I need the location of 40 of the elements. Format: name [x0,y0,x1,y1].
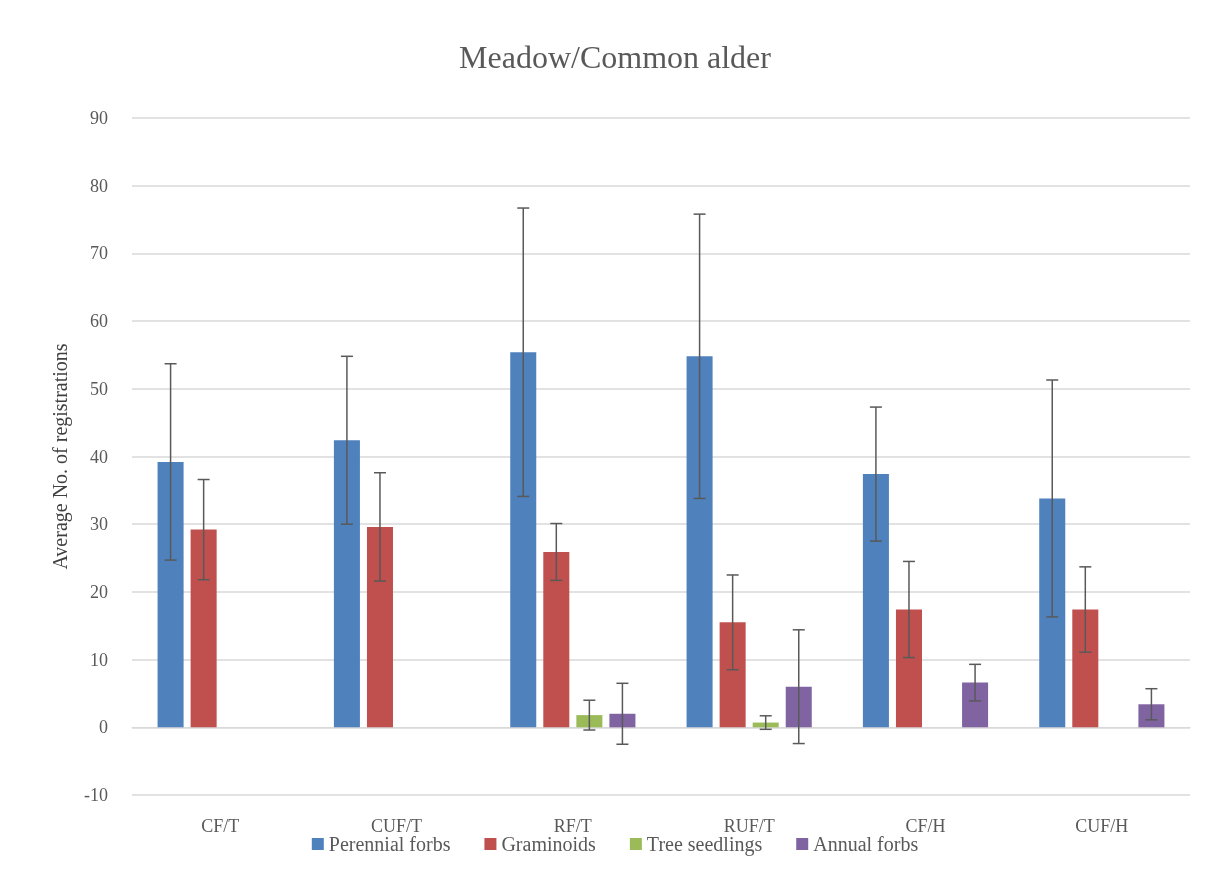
bar [576,715,603,728]
bar [510,352,537,728]
bar [333,440,360,728]
x-tick-label: CUF/T [370,816,423,836]
y-tick-label: 10 [90,649,108,670]
x-tick-label: RF/T [553,816,592,836]
bar [366,526,393,728]
bar [686,356,713,728]
legend-label: Perennial forbs [328,833,451,855]
legend-label: Graminoids [501,833,597,855]
bar [1138,704,1165,728]
bar [157,461,184,728]
bar [190,529,217,728]
bar [719,622,746,728]
y-tick-label: 60 [90,311,108,332]
y-tick-label: -10 [84,785,108,805]
y-tick-label: 40 [90,446,108,467]
legend-label: Tree seedlings [646,833,763,856]
bar [785,686,812,728]
y-tick-label: 20 [90,581,108,602]
y-axis-title: Average No. of registrations [49,343,72,570]
bar [1072,609,1099,728]
bar [962,682,989,728]
bar [862,474,889,728]
bar [543,551,570,728]
y-tick-label: 50 [90,378,108,399]
x-tick-label: CF/T [201,816,240,836]
bar [1039,498,1066,728]
y-tick-label: 30 [90,514,108,535]
bar [895,609,922,728]
legend-label: Annual forbs [813,833,919,855]
x-tick-label: CUF/H [1075,816,1129,836]
x-tick-label: CF/H [905,816,946,836]
chart-title: Meadow/Common alder [459,39,772,75]
bar [609,713,636,728]
y-tick-label: 80 [90,175,108,196]
y-tick-label: 0 [99,717,108,738]
x-tick-label: RUF/T [723,816,775,836]
y-tick-label: 90 [90,108,108,128]
y-tick-label: 70 [90,243,108,264]
